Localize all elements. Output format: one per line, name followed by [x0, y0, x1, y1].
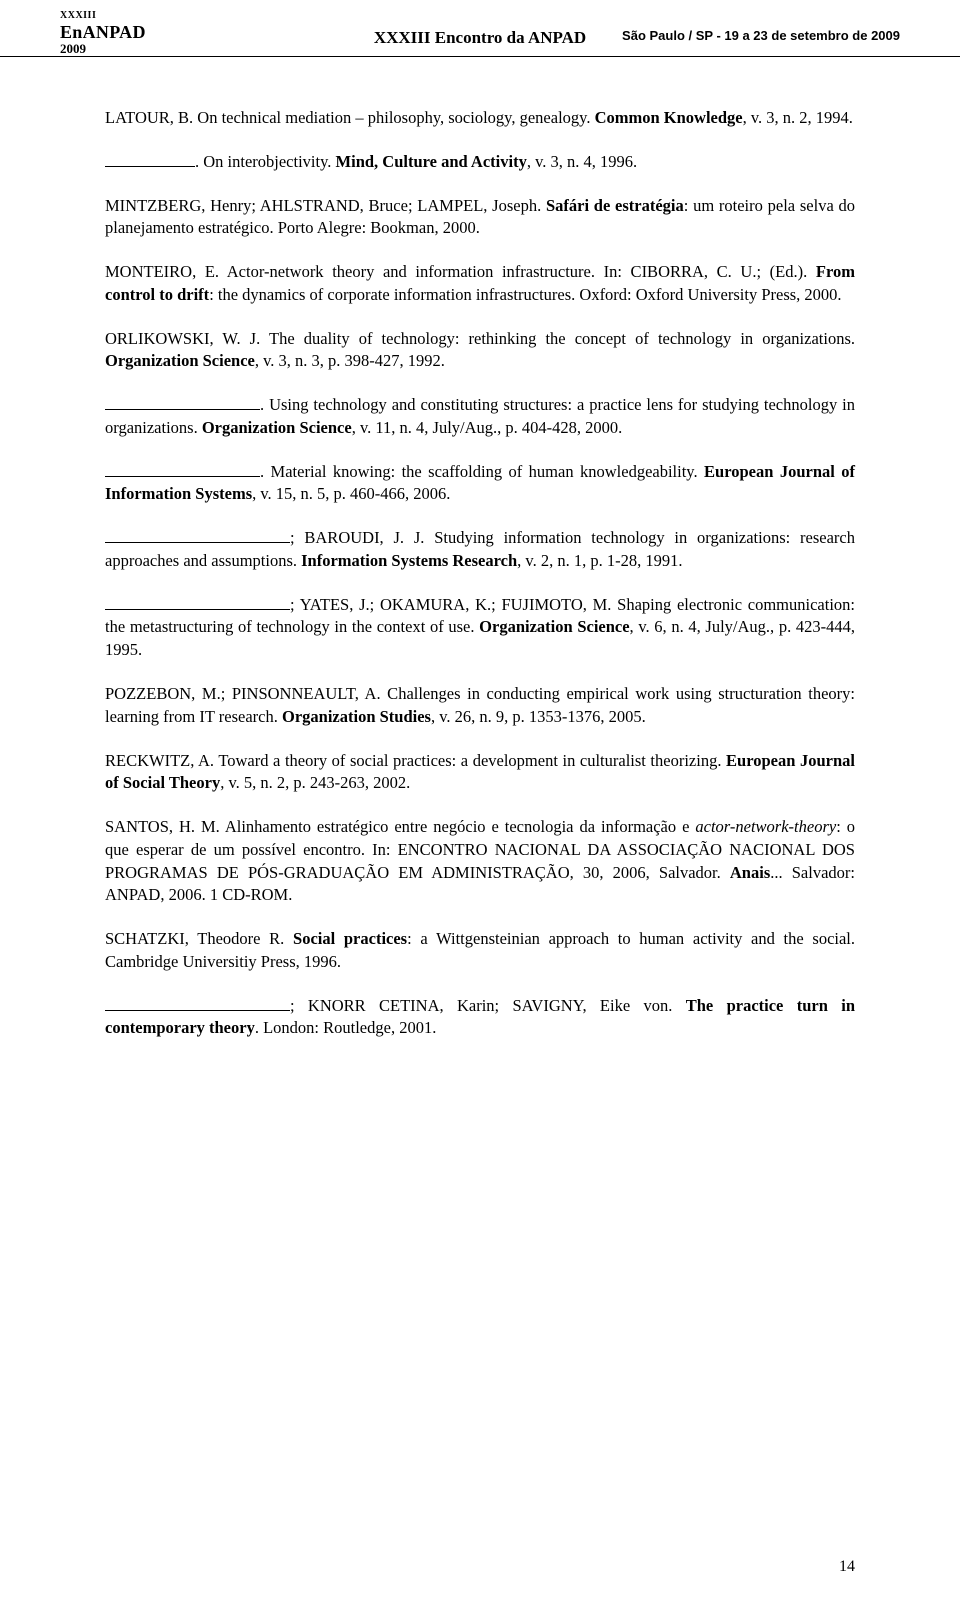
- ref-text: LATOUR, B. On technical mediation – phil…: [105, 108, 595, 127]
- reference-item: ; KNORR CETINA, Karin; SAVIGNY, Eike von…: [105, 995, 855, 1041]
- conference-location-date: São Paulo / SP - 19 a 23 de setembro de …: [622, 28, 900, 43]
- ref-text: , v. 5, n. 2, p. 243-263, 2002.: [220, 773, 410, 792]
- ref-title: Social practices: [293, 929, 407, 948]
- logo-line-3: 2009: [60, 42, 146, 57]
- ref-text: , v. 3, n. 3, p. 398-427, 1992.: [255, 351, 445, 370]
- repeated-author-blank: [105, 542, 290, 543]
- ref-text: MONTEIRO, E. Actor-network theory and in…: [105, 262, 816, 281]
- ref-title: Safári de estratégia: [546, 196, 684, 215]
- repeated-author-blank: [105, 409, 260, 410]
- logo-line-2: EnANPAD: [60, 22, 146, 43]
- ref-journal: Common Knowledge: [595, 108, 743, 127]
- ref-text: . On interobjectivity.: [195, 152, 336, 171]
- reference-item: . Using technology and constituting stru…: [105, 394, 855, 440]
- repeated-author-blank: [105, 476, 260, 477]
- ref-journal: Organization Studies: [282, 707, 431, 726]
- ref-text: MINTZBERG, Henry; AHLSTRAND, Bruce; LAMP…: [105, 196, 546, 215]
- repeated-author-blank: [105, 609, 290, 610]
- ref-journal: Mind, Culture and Activity: [336, 152, 527, 171]
- reference-item: . Material knowing: the scaffolding of h…: [105, 461, 855, 507]
- ref-text: . Material knowing: the scaffolding of h…: [260, 462, 704, 481]
- ref-title: Anais: [730, 863, 770, 882]
- ref-journal: Information Systems Research: [301, 551, 517, 570]
- reference-item: . On interobjectivity. Mind, Culture and…: [105, 151, 855, 174]
- repeated-author-blank: [105, 1010, 290, 1011]
- ref-italic: actor-network-theory: [695, 817, 836, 836]
- ref-journal: Organization Science: [202, 418, 352, 437]
- ref-text: , v. 3, n. 4, 1996.: [527, 152, 637, 171]
- reference-item: ; BAROUDI, J. J. Studying information te…: [105, 527, 855, 573]
- reference-item: ORLIKOWSKI, W. J. The duality of technol…: [105, 328, 855, 374]
- ref-text: , v. 11, n. 4, July/Aug., p. 404-428, 20…: [352, 418, 623, 437]
- reference-item: POZZEBON, M.; PINSONNEAULT, A. Challenge…: [105, 683, 855, 729]
- ref-text: , v. 15, n. 5, p. 460-466, 2006.: [252, 484, 450, 503]
- ref-text: ; KNORR CETINA, Karin; SAVIGNY, Eike von…: [290, 996, 686, 1015]
- ref-text: , v. 2, n. 1, p. 1-28, 1991.: [517, 551, 682, 570]
- reference-item: RECKWITZ, A. Toward a theory of social p…: [105, 750, 855, 796]
- reference-item: MINTZBERG, Henry; AHLSTRAND, Bruce; LAMP…: [105, 195, 855, 241]
- logo-line-1: XXXIII: [60, 10, 146, 22]
- ref-text: ORLIKOWSKI, W. J. The duality of technol…: [105, 329, 855, 348]
- ref-journal: Organization Science: [479, 617, 629, 636]
- ref-text: SANTOS, H. M. Alinhamento estratégico en…: [105, 817, 695, 836]
- ref-text: . London: Routledge, 2001.: [255, 1018, 436, 1037]
- repeated-author-blank: [105, 166, 195, 167]
- reference-item: SANTOS, H. M. Alinhamento estratégico en…: [105, 816, 855, 907]
- ref-text: , v. 3, n. 2, 1994.: [743, 108, 853, 127]
- page-number: 14: [839, 1558, 855, 1576]
- reference-item: LATOUR, B. On technical mediation – phil…: [105, 107, 855, 130]
- ref-text: RECKWITZ, A. Toward a theory of social p…: [105, 751, 726, 770]
- ref-journal: Organization Science: [105, 351, 255, 370]
- ref-text: , v. 26, n. 9, p. 1353-1376, 2005.: [431, 707, 646, 726]
- reference-item: ; YATES, J.; OKAMURA, K.; FUJIMOTO, M. S…: [105, 594, 855, 662]
- page-header: XXXIII EnANPAD 2009 XXXIII Encontro da A…: [0, 0, 960, 57]
- conference-logo: XXXIII EnANPAD 2009: [60, 10, 146, 57]
- ref-text: SCHATZKI, Theodore R.: [105, 929, 293, 948]
- ref-text: : the dynamics of corporate information …: [209, 285, 841, 304]
- reference-item: SCHATZKI, Theodore R. Social practices: …: [105, 928, 855, 974]
- reference-item: MONTEIRO, E. Actor-network theory and in…: [105, 261, 855, 307]
- references-content: LATOUR, B. On technical mediation – phil…: [0, 57, 960, 1101]
